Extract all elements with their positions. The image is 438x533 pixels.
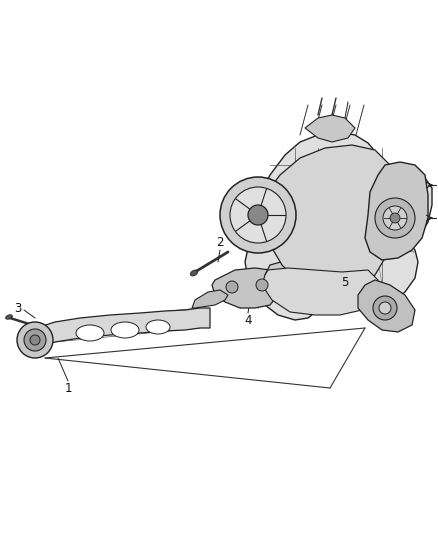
Polygon shape	[365, 162, 428, 260]
Ellipse shape	[6, 315, 12, 319]
Circle shape	[24, 329, 46, 351]
Polygon shape	[192, 290, 228, 308]
Circle shape	[256, 279, 268, 291]
Circle shape	[248, 205, 268, 225]
Circle shape	[30, 335, 40, 345]
Polygon shape	[265, 255, 325, 290]
Ellipse shape	[146, 320, 170, 334]
Ellipse shape	[76, 325, 104, 341]
Polygon shape	[245, 132, 432, 320]
Polygon shape	[30, 308, 210, 350]
Text: 3: 3	[14, 302, 22, 314]
Circle shape	[383, 206, 407, 230]
Circle shape	[390, 213, 400, 223]
Ellipse shape	[191, 270, 198, 276]
Polygon shape	[305, 115, 355, 142]
Polygon shape	[212, 268, 278, 308]
Circle shape	[230, 187, 286, 243]
Ellipse shape	[111, 322, 139, 338]
Text: 4: 4	[244, 313, 252, 327]
Text: 1: 1	[64, 382, 72, 394]
Text: 2: 2	[216, 237, 224, 249]
Polygon shape	[262, 268, 378, 315]
Circle shape	[226, 281, 238, 293]
Circle shape	[220, 177, 296, 253]
Text: 5: 5	[341, 276, 349, 288]
Circle shape	[373, 296, 397, 320]
Circle shape	[375, 198, 415, 238]
Circle shape	[379, 302, 391, 314]
Polygon shape	[358, 280, 415, 332]
Polygon shape	[262, 145, 392, 288]
Circle shape	[17, 322, 53, 358]
